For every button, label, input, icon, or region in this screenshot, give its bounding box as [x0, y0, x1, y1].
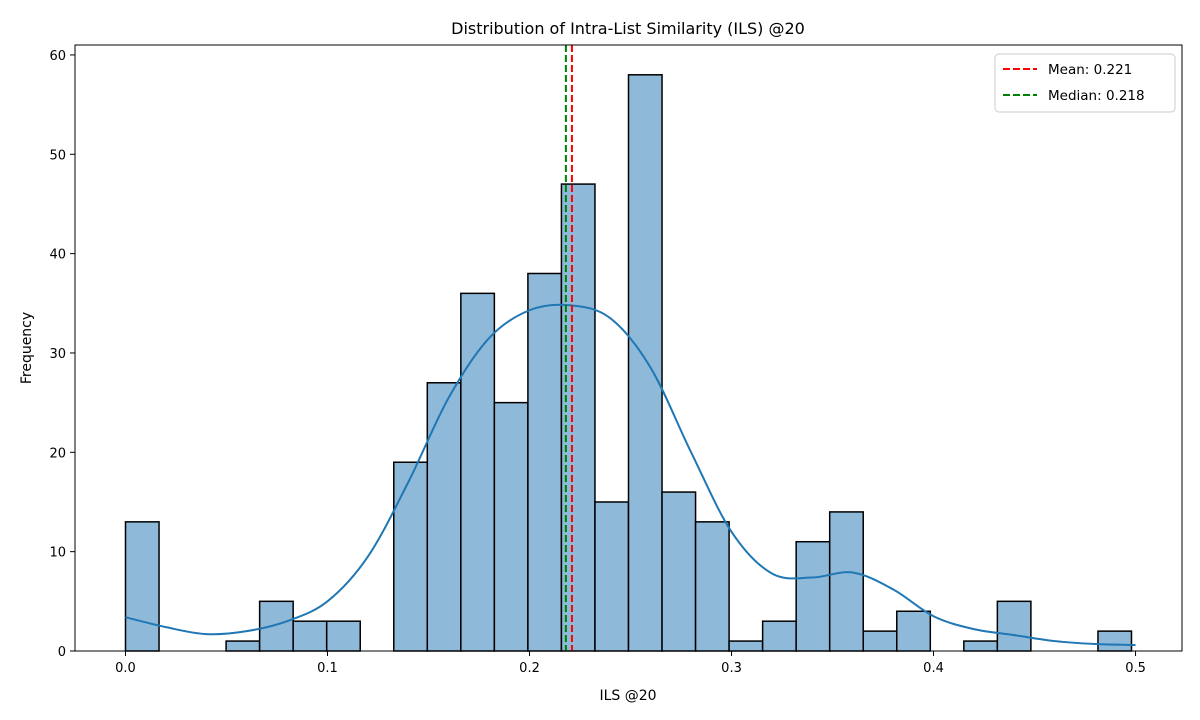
histogram-bars [124, 74, 1133, 652]
plot-frame [74, 44, 1183, 652]
x-tick-label: 0.2 [519, 661, 540, 676]
histogram-bar [728, 640, 764, 652]
y-tick-label: 10 [49, 546, 66, 561]
x-axis-ticks: 0.0 0.1 0.2 0.3 0.4 0.5 [115, 651, 1146, 676]
y-tick-label: 60 [49, 49, 66, 64]
histogram-bar [795, 540, 831, 652]
histogram-bar [627, 74, 663, 652]
y-tick-label: 20 [49, 446, 66, 461]
histogram-bar [862, 630, 898, 652]
histogram-bar [292, 620, 328, 652]
y-axis-ticks: 0 10 20 30 40 50 60 [49, 49, 75, 660]
y-tick-label: 50 [49, 148, 66, 163]
y-tick-label: 0 [58, 645, 66, 660]
histogram-bar [661, 491, 697, 652]
y-tick-label: 30 [49, 347, 66, 362]
histogram-bar [560, 183, 596, 652]
histogram-bar [493, 401, 529, 652]
x-axis-label: ILS @20 [599, 688, 656, 704]
legend-box [994, 53, 1176, 113]
histogram-bar [963, 640, 999, 652]
histogram-bar [594, 501, 630, 652]
y-tick-label: 40 [49, 248, 66, 263]
chart-title: Distribution of Intra-List Similarity (I… [451, 19, 805, 38]
histogram-bar [1097, 630, 1133, 652]
histogram-bar [694, 521, 730, 652]
legend-label: Median: 0.218 [1048, 88, 1145, 104]
reference-lines [564, 45, 573, 651]
histogram-bar [896, 610, 932, 652]
x-tick-label: 0.0 [115, 661, 136, 676]
legend: Mean: 0.221 Median: 0.218 [994, 53, 1176, 113]
histogram-bar [426, 382, 462, 652]
histogram-bar [996, 600, 1032, 652]
histogram-bar [828, 511, 864, 652]
histogram-bar [460, 292, 496, 652]
x-tick-label: 0.5 [1125, 661, 1146, 676]
kde-curve [125, 303, 1136, 647]
histogram-bar [393, 461, 429, 652]
histogram-bar [258, 600, 294, 652]
x-tick-label: 0.1 [317, 661, 338, 676]
histogram-bar [527, 272, 563, 652]
histogram-bar [325, 620, 361, 652]
x-tick-label: 0.4 [923, 661, 944, 676]
kde-curve-group [125, 303, 1136, 647]
histogram-bar [761, 620, 797, 652]
histogram-bar [225, 640, 261, 652]
histogram-bar [124, 521, 160, 652]
y-axis-label: Frequency [19, 312, 35, 384]
legend-label: Mean: 0.221 [1048, 62, 1132, 78]
x-tick-label: 0.3 [721, 661, 742, 676]
